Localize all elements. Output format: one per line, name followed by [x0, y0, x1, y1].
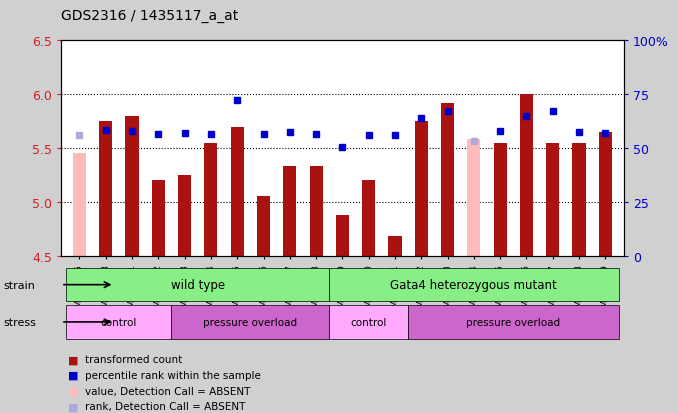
Text: value, Detection Call = ABSENT: value, Detection Call = ABSENT	[85, 386, 250, 396]
Bar	[494, 143, 506, 256]
FancyBboxPatch shape	[172, 306, 330, 339]
Text: stress: stress	[3, 317, 36, 327]
Bar	[467, 140, 481, 256]
Text: ■: ■	[68, 370, 78, 380]
Text: ■: ■	[68, 386, 78, 396]
Text: pressure overload: pressure overload	[466, 317, 561, 327]
Bar	[204, 143, 218, 256]
Text: transformed count: transformed count	[85, 354, 182, 364]
Text: control: control	[101, 317, 137, 327]
Bar	[572, 143, 586, 256]
Text: control: control	[351, 317, 387, 327]
FancyBboxPatch shape	[66, 268, 330, 301]
Text: wild type: wild type	[171, 278, 225, 292]
Bar	[310, 167, 323, 256]
Bar	[99, 122, 113, 256]
Bar	[441, 104, 454, 256]
Text: pressure overload: pressure overload	[203, 317, 298, 327]
FancyBboxPatch shape	[330, 268, 618, 301]
Bar	[546, 143, 559, 256]
Text: Gata4 heterozygous mutant: Gata4 heterozygous mutant	[391, 278, 557, 292]
Bar	[520, 95, 533, 256]
FancyBboxPatch shape	[330, 306, 408, 339]
Bar	[73, 154, 86, 256]
Bar	[599, 133, 612, 256]
FancyBboxPatch shape	[408, 306, 618, 339]
Text: percentile rank within the sample: percentile rank within the sample	[85, 370, 260, 380]
FancyBboxPatch shape	[66, 306, 172, 339]
Text: ■: ■	[68, 401, 78, 411]
Bar	[283, 167, 296, 256]
Bar	[336, 215, 349, 256]
Bar	[125, 116, 138, 256]
Text: strain: strain	[3, 281, 35, 291]
Text: GDS2316 / 1435117_a_at: GDS2316 / 1435117_a_at	[61, 9, 238, 23]
Bar	[388, 237, 401, 256]
Bar	[231, 127, 244, 256]
Bar	[362, 181, 375, 256]
Text: rank, Detection Call = ABSENT: rank, Detection Call = ABSENT	[85, 401, 245, 411]
Bar	[152, 181, 165, 256]
Bar	[257, 197, 270, 256]
Bar	[415, 122, 428, 256]
Text: ■: ■	[68, 354, 78, 364]
Bar	[178, 176, 191, 256]
